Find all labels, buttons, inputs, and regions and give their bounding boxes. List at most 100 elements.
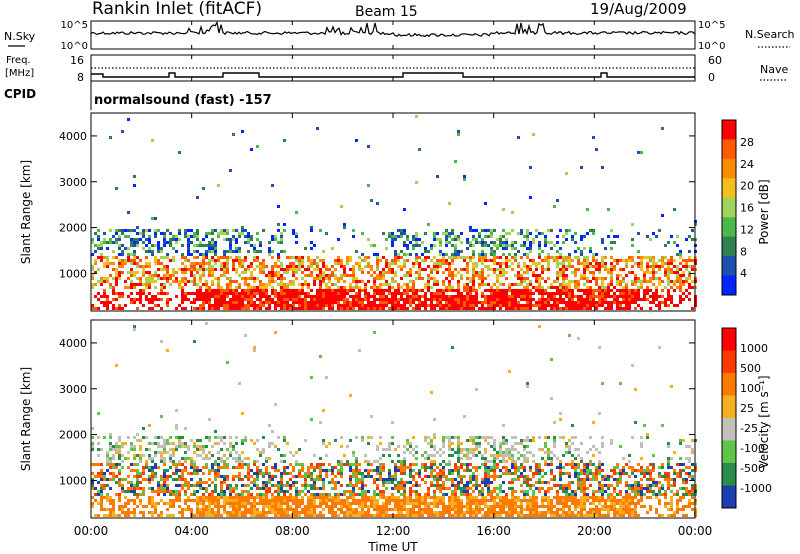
heatmap-cell bbox=[556, 262, 559, 265]
heatmap-cell bbox=[112, 445, 115, 448]
heatmap-cell bbox=[151, 307, 154, 310]
heatmap-cell bbox=[235, 292, 238, 295]
heatmap-cell bbox=[379, 307, 382, 310]
heatmap-cell bbox=[106, 469, 109, 472]
heatmap-cell bbox=[121, 442, 124, 445]
heatmap-cell bbox=[553, 244, 556, 247]
heatmap-cell bbox=[223, 508, 226, 511]
heatmap-cell bbox=[202, 448, 205, 451]
heatmap-cell bbox=[193, 490, 196, 493]
heatmap-cell bbox=[250, 514, 253, 517]
heatmap-cell bbox=[616, 307, 619, 310]
heatmap-cell bbox=[415, 490, 418, 493]
heatmap-cell bbox=[499, 514, 502, 517]
heatmap-cell bbox=[220, 481, 223, 484]
heatmap-cell bbox=[382, 283, 385, 286]
heatmap-cell bbox=[604, 289, 607, 292]
heatmap-cell bbox=[160, 511, 163, 514]
heatmap-cell bbox=[538, 232, 541, 235]
heatmap-cell bbox=[223, 298, 226, 301]
heatmap-cell bbox=[628, 295, 631, 298]
heatmap-cell bbox=[199, 487, 202, 490]
heatmap-cell bbox=[220, 295, 223, 298]
heatmap-cell bbox=[112, 304, 115, 307]
heatmap-cell bbox=[556, 307, 559, 310]
heatmap-cell bbox=[226, 307, 229, 310]
heatmap-cell bbox=[451, 499, 454, 502]
heatmap-cell bbox=[448, 202, 451, 205]
heatmap-cell bbox=[226, 466, 229, 469]
heatmap-cell bbox=[661, 259, 664, 262]
heatmap-cell bbox=[124, 259, 127, 262]
heatmap-cell bbox=[226, 277, 229, 280]
heatmap-cell bbox=[250, 148, 253, 151]
heatmap-cell bbox=[622, 292, 625, 295]
heatmap-cell bbox=[163, 481, 166, 484]
heatmap-cell bbox=[457, 466, 460, 469]
heatmap-cell bbox=[547, 259, 550, 262]
heatmap-cell bbox=[373, 286, 376, 289]
heatmap-cell bbox=[556, 241, 559, 244]
heatmap-cell bbox=[352, 271, 355, 274]
heatmap-cell bbox=[259, 307, 262, 310]
heatmap-cell bbox=[274, 265, 277, 268]
heatmap-cell bbox=[469, 289, 472, 292]
heatmap-cell bbox=[325, 445, 328, 448]
heatmap-cell bbox=[169, 499, 172, 502]
heatmap-cell bbox=[538, 307, 541, 310]
heatmap-cell bbox=[166, 253, 169, 256]
heatmap-cell bbox=[394, 472, 397, 475]
heatmap-cell bbox=[196, 256, 199, 259]
heatmap-cell bbox=[493, 253, 496, 256]
heatmap-cell bbox=[394, 499, 397, 502]
heatmap-cell bbox=[226, 448, 229, 451]
heatmap-cell bbox=[319, 457, 322, 460]
heatmap-cell bbox=[448, 289, 451, 292]
heatmap-cell bbox=[346, 502, 349, 505]
heatmap-cell bbox=[361, 289, 364, 292]
heatmap-cell bbox=[493, 499, 496, 502]
heatmap-cell bbox=[325, 469, 328, 472]
heatmap-cell bbox=[208, 244, 211, 247]
heatmap-cell bbox=[487, 508, 490, 511]
heatmap-cell bbox=[202, 253, 205, 256]
heatmap-cell bbox=[424, 502, 427, 505]
heatmap-cell bbox=[250, 301, 253, 304]
heatmap-cell bbox=[208, 514, 211, 517]
heatmap-cell bbox=[397, 454, 400, 457]
heatmap-cell bbox=[346, 292, 349, 295]
heatmap-cell bbox=[154, 244, 157, 247]
heatmap-cell bbox=[484, 502, 487, 505]
heatmap-cell bbox=[391, 292, 394, 295]
heatmap-cell bbox=[454, 502, 457, 505]
heatmap-cell bbox=[154, 286, 157, 289]
heatmap-cell bbox=[160, 457, 163, 460]
heatmap-cell bbox=[484, 466, 487, 469]
heatmap-cell bbox=[109, 478, 112, 481]
heatmap-cell bbox=[511, 247, 514, 250]
heatmap-cell bbox=[622, 301, 625, 304]
heatmap-cell bbox=[133, 445, 136, 448]
heatmap-cell bbox=[451, 298, 454, 301]
heatmap-cell bbox=[253, 346, 256, 349]
heatmap-cell bbox=[262, 451, 265, 454]
heatmap-cell bbox=[442, 232, 445, 235]
heatmap-cell bbox=[466, 295, 469, 298]
heatmap-cell bbox=[346, 298, 349, 301]
heatmap-cell bbox=[652, 274, 655, 277]
heatmap-cell bbox=[187, 268, 190, 271]
heatmap-cell bbox=[265, 307, 268, 310]
heatmap-cell bbox=[424, 307, 427, 310]
heatmap-cell bbox=[568, 289, 571, 292]
heatmap-cell bbox=[640, 256, 643, 259]
heatmap-cell bbox=[664, 286, 667, 289]
heatmap-cell bbox=[265, 457, 268, 460]
heatmap-cell bbox=[358, 481, 361, 484]
heatmap-cell bbox=[457, 283, 460, 286]
heatmap-cell bbox=[97, 238, 100, 241]
heatmap-cell bbox=[301, 271, 304, 274]
heatmap-cell bbox=[208, 436, 211, 439]
heatmap-cell bbox=[163, 451, 166, 454]
heatmap-cell bbox=[253, 514, 256, 517]
heatmap-cell bbox=[199, 307, 202, 310]
